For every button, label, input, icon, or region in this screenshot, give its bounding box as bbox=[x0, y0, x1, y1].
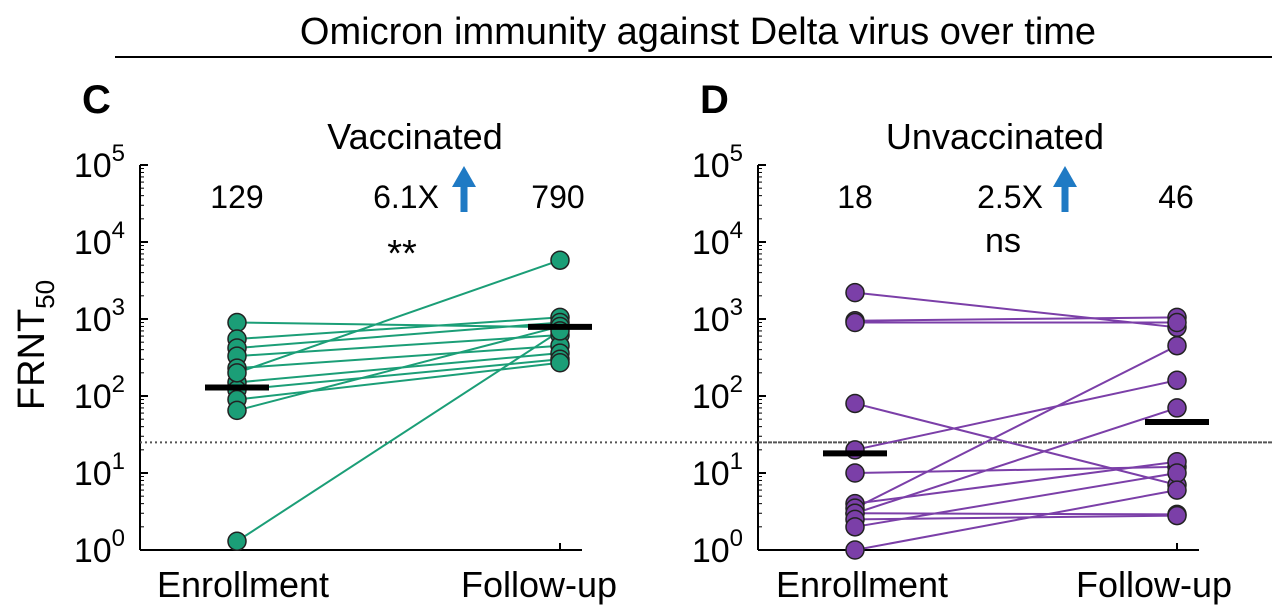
figure-title: Omicron immunity against Delta virus ove… bbox=[300, 11, 1096, 53]
panel-d-x-tick-enrollment: Enrollment bbox=[776, 564, 948, 605]
panel-d-letter: D bbox=[700, 78, 729, 122]
panel-c-significance: ** bbox=[387, 233, 417, 275]
panel-c-x-tick-enrollment: Enrollment bbox=[157, 564, 329, 605]
panel-c-enrollment-point-8 bbox=[227, 400, 247, 421]
panel-d-pair-line-7 bbox=[854, 344, 1178, 509]
panel-c-followup-point-7 bbox=[550, 353, 570, 373]
panel-c-pair-line-3 bbox=[236, 333, 561, 358]
panel-c-fold-change: 6.1X bbox=[373, 179, 439, 215]
panel-d-y-tick-label-0: 100 bbox=[692, 525, 743, 570]
panel-d-followup-point-2 bbox=[1167, 312, 1187, 333]
panel-d-enrollment-point-5 bbox=[845, 463, 865, 483]
panel-c-pair-line-8 bbox=[236, 325, 561, 412]
panel-d-x-tick-followup: Follow-up bbox=[1076, 564, 1232, 605]
panel-d-enrollment-point-0 bbox=[845, 282, 865, 303]
panel-d-pair-line-4 bbox=[854, 379, 1178, 451]
panel-d-y-tick-label-2: 102 bbox=[692, 371, 743, 416]
panel-d-fold-change: 2.5X bbox=[977, 179, 1043, 215]
panel-c-enrollment-point-0 bbox=[227, 312, 247, 333]
panel-c-pair-line-10 bbox=[236, 330, 561, 543]
y-axis-label-main: FRNT bbox=[11, 309, 53, 410]
panel-d: D Unvaccinated 18 2.5X 46 ns 10010110210… bbox=[692, 78, 1272, 605]
panel-c-followup-point-9 bbox=[550, 250, 570, 270]
y-axis-label-subscript: 50 bbox=[30, 280, 60, 309]
panel-d-followup-median-label: 46 bbox=[1158, 179, 1194, 215]
panel-c-up-arrow-icon bbox=[452, 166, 476, 212]
y-axis-label: FRNT50 bbox=[11, 280, 60, 410]
panel-c-enrollment-point-9 bbox=[227, 363, 247, 383]
panel-c-y-tick-label-2: 102 bbox=[74, 371, 125, 416]
panel-c-title: Vaccinated bbox=[327, 116, 502, 157]
panel-d-followup-point-4 bbox=[1167, 370, 1187, 391]
panel-c-pair-line-9 bbox=[236, 259, 561, 374]
panel-d-significance: ns bbox=[985, 222, 1021, 260]
panel-d-enrollment-point-11 bbox=[845, 517, 865, 537]
panel-c-y-tick-label-0: 100 bbox=[74, 525, 125, 570]
panel-c-pair-line-2 bbox=[236, 321, 561, 350]
panel-c-enrollment-median-label: 129 bbox=[210, 179, 263, 215]
panel-d-pair-line-11 bbox=[854, 472, 1178, 528]
panel-d-pair-line-9 bbox=[854, 512, 1178, 516]
panel-d-pair-line-8 bbox=[854, 406, 1178, 515]
panel-d-enrollment-point-3 bbox=[845, 393, 865, 414]
panel-d-followup-point-12 bbox=[1167, 480, 1187, 500]
panel-d-plot-area: 100 101 102 103 104 105 bbox=[692, 140, 1272, 570]
panel-d-enrollment-point-12 bbox=[845, 540, 865, 560]
panel-c-followup-median-label: 790 bbox=[531, 179, 584, 215]
panel-c-pair-line-1 bbox=[236, 316, 561, 340]
panel-d-followup-point-11 bbox=[1167, 463, 1187, 483]
panel-d-pair-line-3 bbox=[854, 402, 1178, 486]
panel-c-pair-line-7 bbox=[236, 361, 561, 401]
panel-c-enrollment-point-10 bbox=[227, 531, 247, 551]
panel-c-x-tick-followup: Follow-up bbox=[461, 564, 617, 605]
panel-c-plot-area: 100 101 102 103 104 105 bbox=[74, 140, 1272, 570]
panel-d-title: Unvaccinated bbox=[886, 116, 1104, 157]
panel-c-y-tick-label-1: 101 bbox=[74, 448, 125, 493]
panel-d-enrollment-point-2 bbox=[845, 312, 865, 333]
panel-c-letter: C bbox=[82, 78, 111, 122]
panel-d-y-tick-label-1: 101 bbox=[692, 448, 743, 493]
panel-d-pair-line-1 bbox=[854, 316, 1178, 322]
panel-c-y-tick-label-5: 105 bbox=[74, 140, 125, 185]
panel-c-y-tick-label-3: 103 bbox=[74, 294, 125, 339]
panel-d-pair-line-12 bbox=[854, 489, 1178, 551]
panel-c-pair-line-4 bbox=[236, 344, 561, 370]
panel-c-y-tick-label-4: 104 bbox=[74, 217, 125, 262]
panel-d-followup-point-8 bbox=[1167, 398, 1187, 418]
panel-d-followup-point-10 bbox=[1167, 505, 1187, 526]
panel-c: C Vaccinated 129 6.1X 790 ** 10010110210… bbox=[74, 78, 1272, 605]
panel-d-y-tick-label-4: 104 bbox=[692, 217, 743, 262]
panel-d-up-arrow-icon bbox=[1053, 166, 1077, 212]
panel-d-enrollment-median-label: 18 bbox=[837, 179, 873, 215]
panel-d-y-tick-label-5: 105 bbox=[692, 140, 743, 185]
panel-c-pair-line-6 bbox=[236, 358, 561, 391]
panel-d-y-tick-label-3: 103 bbox=[692, 294, 743, 339]
panel-d-followup-point-7 bbox=[1167, 335, 1187, 356]
